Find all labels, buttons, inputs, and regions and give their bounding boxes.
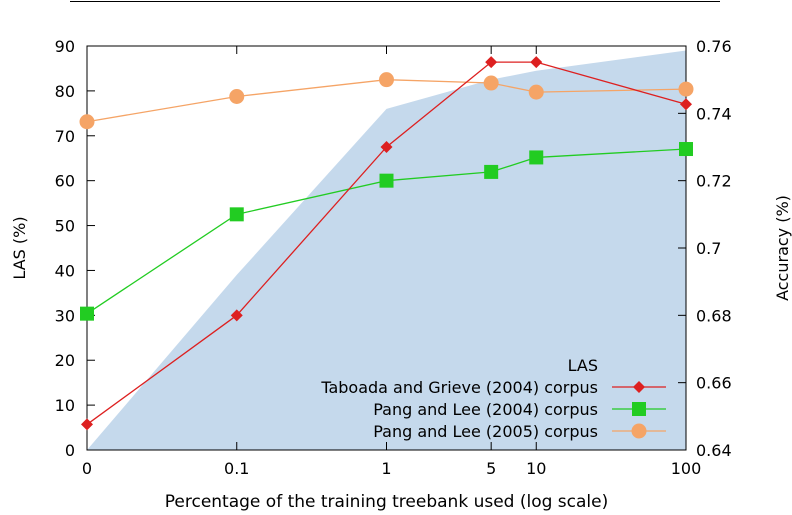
y-left-tick-label: 10 [55,396,75,415]
legend: LAS Taboada and Grieve (2004) corpus Pang … [320,356,666,441]
x-tick-label: 0.1 [224,459,249,478]
y-axis-label-left: LAS (%) [10,216,29,279]
series-square [80,142,693,321]
data-point [485,56,498,69]
data-point [483,75,499,91]
legend-marker [631,423,647,439]
series-line [86,79,687,123]
data-point [379,72,394,88]
x-axis-label: Percentage of the training treebank used… [165,492,609,512]
series-layer [79,56,694,431]
data-point [79,114,95,130]
y-axis-label-right: Accuracy (%) [773,195,792,301]
y-right-tick-label: 0.64 [696,441,732,460]
data-point [680,98,692,111]
legend-label: Pang and Lee (2004) corpus [373,400,598,419]
y-left-tick-label: 60 [55,172,75,191]
x-tick-label: 100 [671,459,702,478]
y-right-tick-label: 0.72 [696,172,732,191]
x-tick-label: 0 [82,459,92,478]
data-point [380,141,393,153]
data-point [529,150,544,165]
ticks-layer: 0 0.1 1 5 10 100 0 10 20 30 40 50 60 70 80 90 0.64 0.66 0.… [55,37,732,478]
y-right-tick-label: 0.76 [696,37,732,56]
y-right-tick-label: 0.7 [696,239,721,258]
y-left-tick-label: 70 [55,127,75,146]
data-point [230,309,243,322]
legend-swatch [612,358,666,372]
legend-label: Pang and Lee (2005) corpus [373,422,598,441]
series-line [86,148,687,315]
y-left-tick-label: 50 [55,217,75,236]
y-left-tick-label: 90 [55,37,75,56]
data-point [229,89,245,104]
y-right-tick-label: 0.66 [696,374,732,393]
data-point [528,84,544,100]
data-point [484,164,499,179]
y-right-tick-label: 0.74 [696,104,732,123]
las-area [87,50,686,450]
x-tick-label: 1 [381,459,391,478]
legend-marker [632,402,646,416]
data-point [379,173,394,188]
x-tick-label: 10 [526,459,546,478]
data-point [229,207,244,222]
data-point [530,56,543,69]
series-diamond [81,56,692,431]
series-circle [79,72,694,130]
legend-label: LAS [568,356,598,375]
y-right-tick-label: 0.68 [696,306,732,325]
y-left-tick-label: 40 [55,261,75,280]
data-point [678,81,694,97]
data-point [81,418,93,431]
data-point [80,306,94,321]
legend-label: Taboada and Grieve (2004) corpus [320,378,598,397]
y-left-tick-label: 30 [55,306,75,325]
area-layer [87,50,686,450]
x-tick-label: 5 [486,459,496,478]
y-left-tick-label: 0 [65,441,75,460]
data-point [679,142,693,157]
y-left-tick-label: 20 [55,351,75,370]
y-left-tick-label: 80 [55,82,75,101]
series-line [86,61,687,425]
legend-marker [633,381,645,393]
